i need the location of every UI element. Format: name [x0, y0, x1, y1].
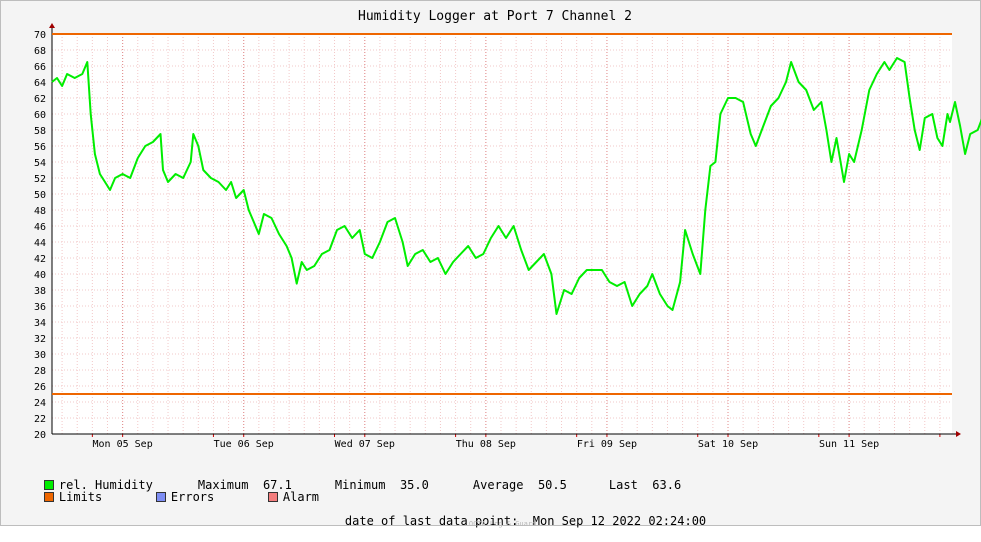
limits-swatch: [43, 492, 54, 502]
y-tick-label: 24: [34, 398, 46, 409]
last-point-value: Mon Sep 12 2022 02:24:00: [532, 514, 707, 528]
y-tick-label: 68: [34, 46, 46, 57]
chart-frame: Humidity Logger at Port 7 Channel 2 20 22…: [0, 0, 981, 528]
y-tick-label: 28: [34, 366, 46, 377]
last-data-point: date of last data point: Mon Sep 12 2022…: [316, 500, 706, 542]
errors-swatch: [155, 492, 166, 502]
chart-title: Humidity Logger at Port 7 Channel 2: [358, 9, 632, 24]
y-tick-label: 58: [34, 126, 46, 137]
y-tick-label: 26: [34, 382, 46, 393]
stat-maximum-value: 67.1: [262, 478, 292, 492]
x-tick-label: Tue 06 Sep: [214, 439, 274, 450]
last-point-label: date of last data point:: [344, 514, 519, 528]
watermark: OCTA Log & Guard: [452, 512, 536, 536]
x-axis-arrow: [956, 431, 961, 437]
y-tick-label: 22: [34, 414, 46, 425]
y-tick-label: 62: [34, 94, 46, 105]
humidity-series-line: [51, 57, 981, 315]
legend-limits-label: Limits: [58, 490, 103, 504]
legend-limits: Limits: [15, 476, 102, 518]
stat-last: Last 63.6: [580, 464, 681, 506]
y-tick-label: 64: [34, 78, 46, 89]
stat-last-label: Last: [608, 478, 638, 492]
y-tick-label: 46: [34, 222, 46, 233]
y-tick-label: 30: [34, 350, 46, 361]
plot-area: [52, 34, 952, 434]
stat-minimum-value: 35.0: [399, 478, 429, 492]
x-tick-label: Thu 08 Sep: [456, 439, 516, 450]
stat-average-label: Average: [472, 478, 524, 492]
y-tick-label: 42: [34, 254, 46, 265]
y-tick-label: 54: [34, 158, 46, 169]
legend-alarm: Alarm: [239, 476, 319, 518]
y-tick-label: 36: [34, 302, 46, 313]
y-tick-label: 40: [34, 270, 46, 281]
y-tick-label: 60: [34, 110, 46, 121]
x-tick-label: Mon 05 Sep: [93, 439, 153, 450]
y-tick-label: 44: [34, 238, 46, 249]
y-axis-arrow: [49, 23, 55, 28]
x-tick-label: Sun 11 Sep: [819, 439, 879, 450]
stat-maximum: Maximum 67.1: [169, 464, 292, 506]
x-tick-label: Fri 09 Sep: [577, 439, 637, 450]
y-tick-label: 66: [34, 62, 46, 73]
stat-average: Average 50.5: [444, 464, 567, 506]
alarm-swatch: [267, 492, 278, 502]
humidity-chart: Humidity Logger at Port 7 Channel 2 20 22…: [34, 9, 981, 450]
y-tick-label: 38: [34, 286, 46, 297]
legend-humidity-label: rel. Humidity: [58, 478, 153, 492]
x-tick-label: Sat 10 Sep: [698, 439, 758, 450]
watermark-text: OCTA Log & Guard: [468, 520, 537, 528]
humidity-swatch: [43, 480, 54, 490]
y-tick-label: 48: [34, 206, 46, 217]
y-tick-label: 20: [34, 430, 46, 441]
y-tick-label: 52: [34, 174, 46, 185]
stat-maximum-label: Maximum: [197, 478, 249, 492]
y-tick-label: 56: [34, 142, 46, 153]
legend-errors: Errors: [127, 476, 214, 518]
stat-minimum-label: Minimum: [334, 478, 386, 492]
legend-humidity: rel. Humidity: [15, 464, 153, 506]
y-tick-label: 34: [34, 318, 46, 329]
stat-last-value: 63.6: [652, 478, 682, 492]
stat-minimum: Minimum 35.0: [306, 464, 429, 506]
y-tick-label: 70: [34, 30, 46, 41]
legend-alarm-label: Alarm: [282, 490, 320, 504]
legend-errors-label: Errors: [170, 490, 215, 504]
x-tick-label: Wed 07 Sep: [335, 439, 395, 450]
stat-average-value: 50.5: [537, 478, 567, 492]
y-tick-label: 50: [34, 190, 46, 201]
y-tick-label: 32: [34, 334, 46, 345]
